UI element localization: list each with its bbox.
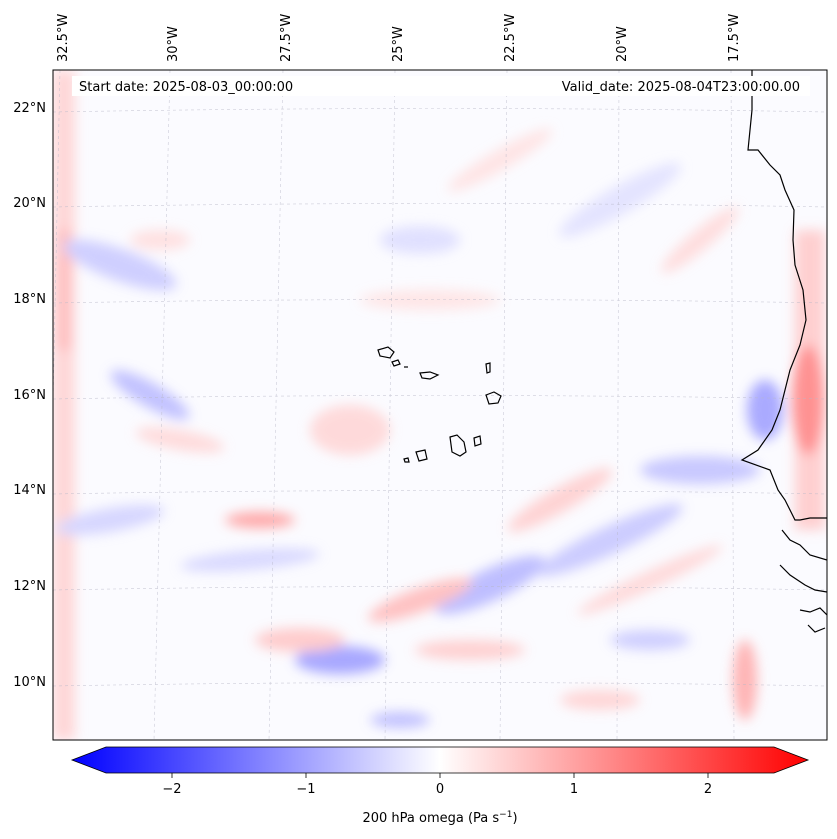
- lat-label-12n: 12°N: [13, 579, 46, 594]
- graticule-lines: [53, 70, 827, 740]
- latitude-labels: 22°N 20°N 18°N 16°N 14°N 12°N 10°N: [13, 101, 46, 690]
- colorbar-ticks: [171, 773, 709, 778]
- island-boa-vista: [485, 391, 502, 405]
- lon-label-17-5w: 17.5°W: [727, 14, 742, 62]
- colorbar-bar: [70, 746, 810, 774]
- coastline: [740, 70, 827, 633]
- lat-label-20n: 20°N: [13, 196, 46, 211]
- lon-label-20w: 20°W: [615, 26, 630, 62]
- lat-label-16n: 16°N: [13, 388, 46, 403]
- island-santo-antao: [377, 346, 395, 359]
- island-sao-vicente: [391, 359, 401, 367]
- lon-label-30w: 30°W: [166, 26, 181, 62]
- lat-label-10n: 10°N: [13, 675, 46, 690]
- colorbar-tick-0: 0: [436, 782, 444, 797]
- longitude-labels: 32.5°W 30°W 27.5°W 25°W 22.5°W 20°W 17.5…: [56, 14, 742, 62]
- colorbar-tick-1: 1: [570, 782, 578, 797]
- colorbar-tick-neg1: −1: [296, 782, 315, 797]
- colorbar: −2 −1 0 1 2 200 hPa omega (Pa s−1): [70, 746, 810, 826]
- lon-label-22-5w: 22.5°W: [503, 14, 518, 62]
- lon-label-32-5w: 32.5°W: [56, 14, 71, 62]
- island-fogo: [415, 449, 428, 462]
- colorbar-tick-2: 2: [704, 782, 712, 797]
- omega-field: [53, 70, 825, 740]
- lon-label-25w: 25°W: [391, 26, 406, 62]
- date-header-strip: [72, 76, 810, 96]
- lon-label-27-5w: 27.5°W: [279, 14, 294, 62]
- map-frame: [52, 69, 828, 741]
- lat-label-22n: 22°N: [13, 101, 46, 116]
- island-maio: [473, 435, 482, 447]
- colorbar-label: 200 hPa omega (Pa s−1): [362, 810, 517, 826]
- lat-label-18n: 18°N: [13, 292, 46, 307]
- colorbar-tick-neg2: −2: [162, 782, 181, 797]
- island-santiago: [449, 434, 467, 457]
- map-panel: Start date: 2025-08-03_00:00:00 Valid_da…: [53, 70, 827, 740]
- start-date-label: Start date: 2025-08-03_00:00:00: [79, 80, 293, 95]
- cape-verde-islands: [377, 346, 502, 463]
- island-brava: [403, 457, 410, 463]
- valid-date-label: Valid_date: 2025-08-04T23:00:00.00: [562, 80, 800, 95]
- island-sao-nicolau: [419, 371, 440, 380]
- lat-label-14n: 14°N: [13, 483, 46, 498]
- island-sal: [485, 362, 491, 374]
